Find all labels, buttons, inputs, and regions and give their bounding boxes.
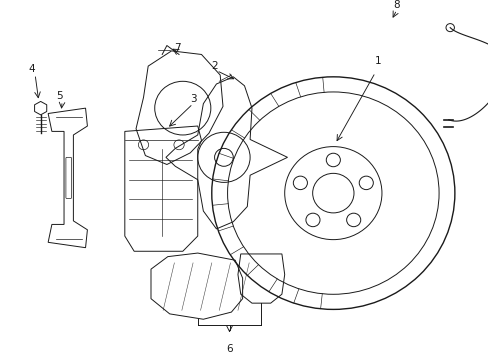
Text: 2: 2 bbox=[211, 60, 218, 71]
Text: 7: 7 bbox=[174, 43, 180, 53]
Text: 4: 4 bbox=[29, 64, 36, 74]
Text: 8: 8 bbox=[393, 0, 399, 10]
Text: 6: 6 bbox=[226, 344, 232, 354]
Text: 1: 1 bbox=[374, 56, 381, 66]
Text: 3: 3 bbox=[189, 94, 196, 104]
Text: 5: 5 bbox=[56, 91, 62, 101]
